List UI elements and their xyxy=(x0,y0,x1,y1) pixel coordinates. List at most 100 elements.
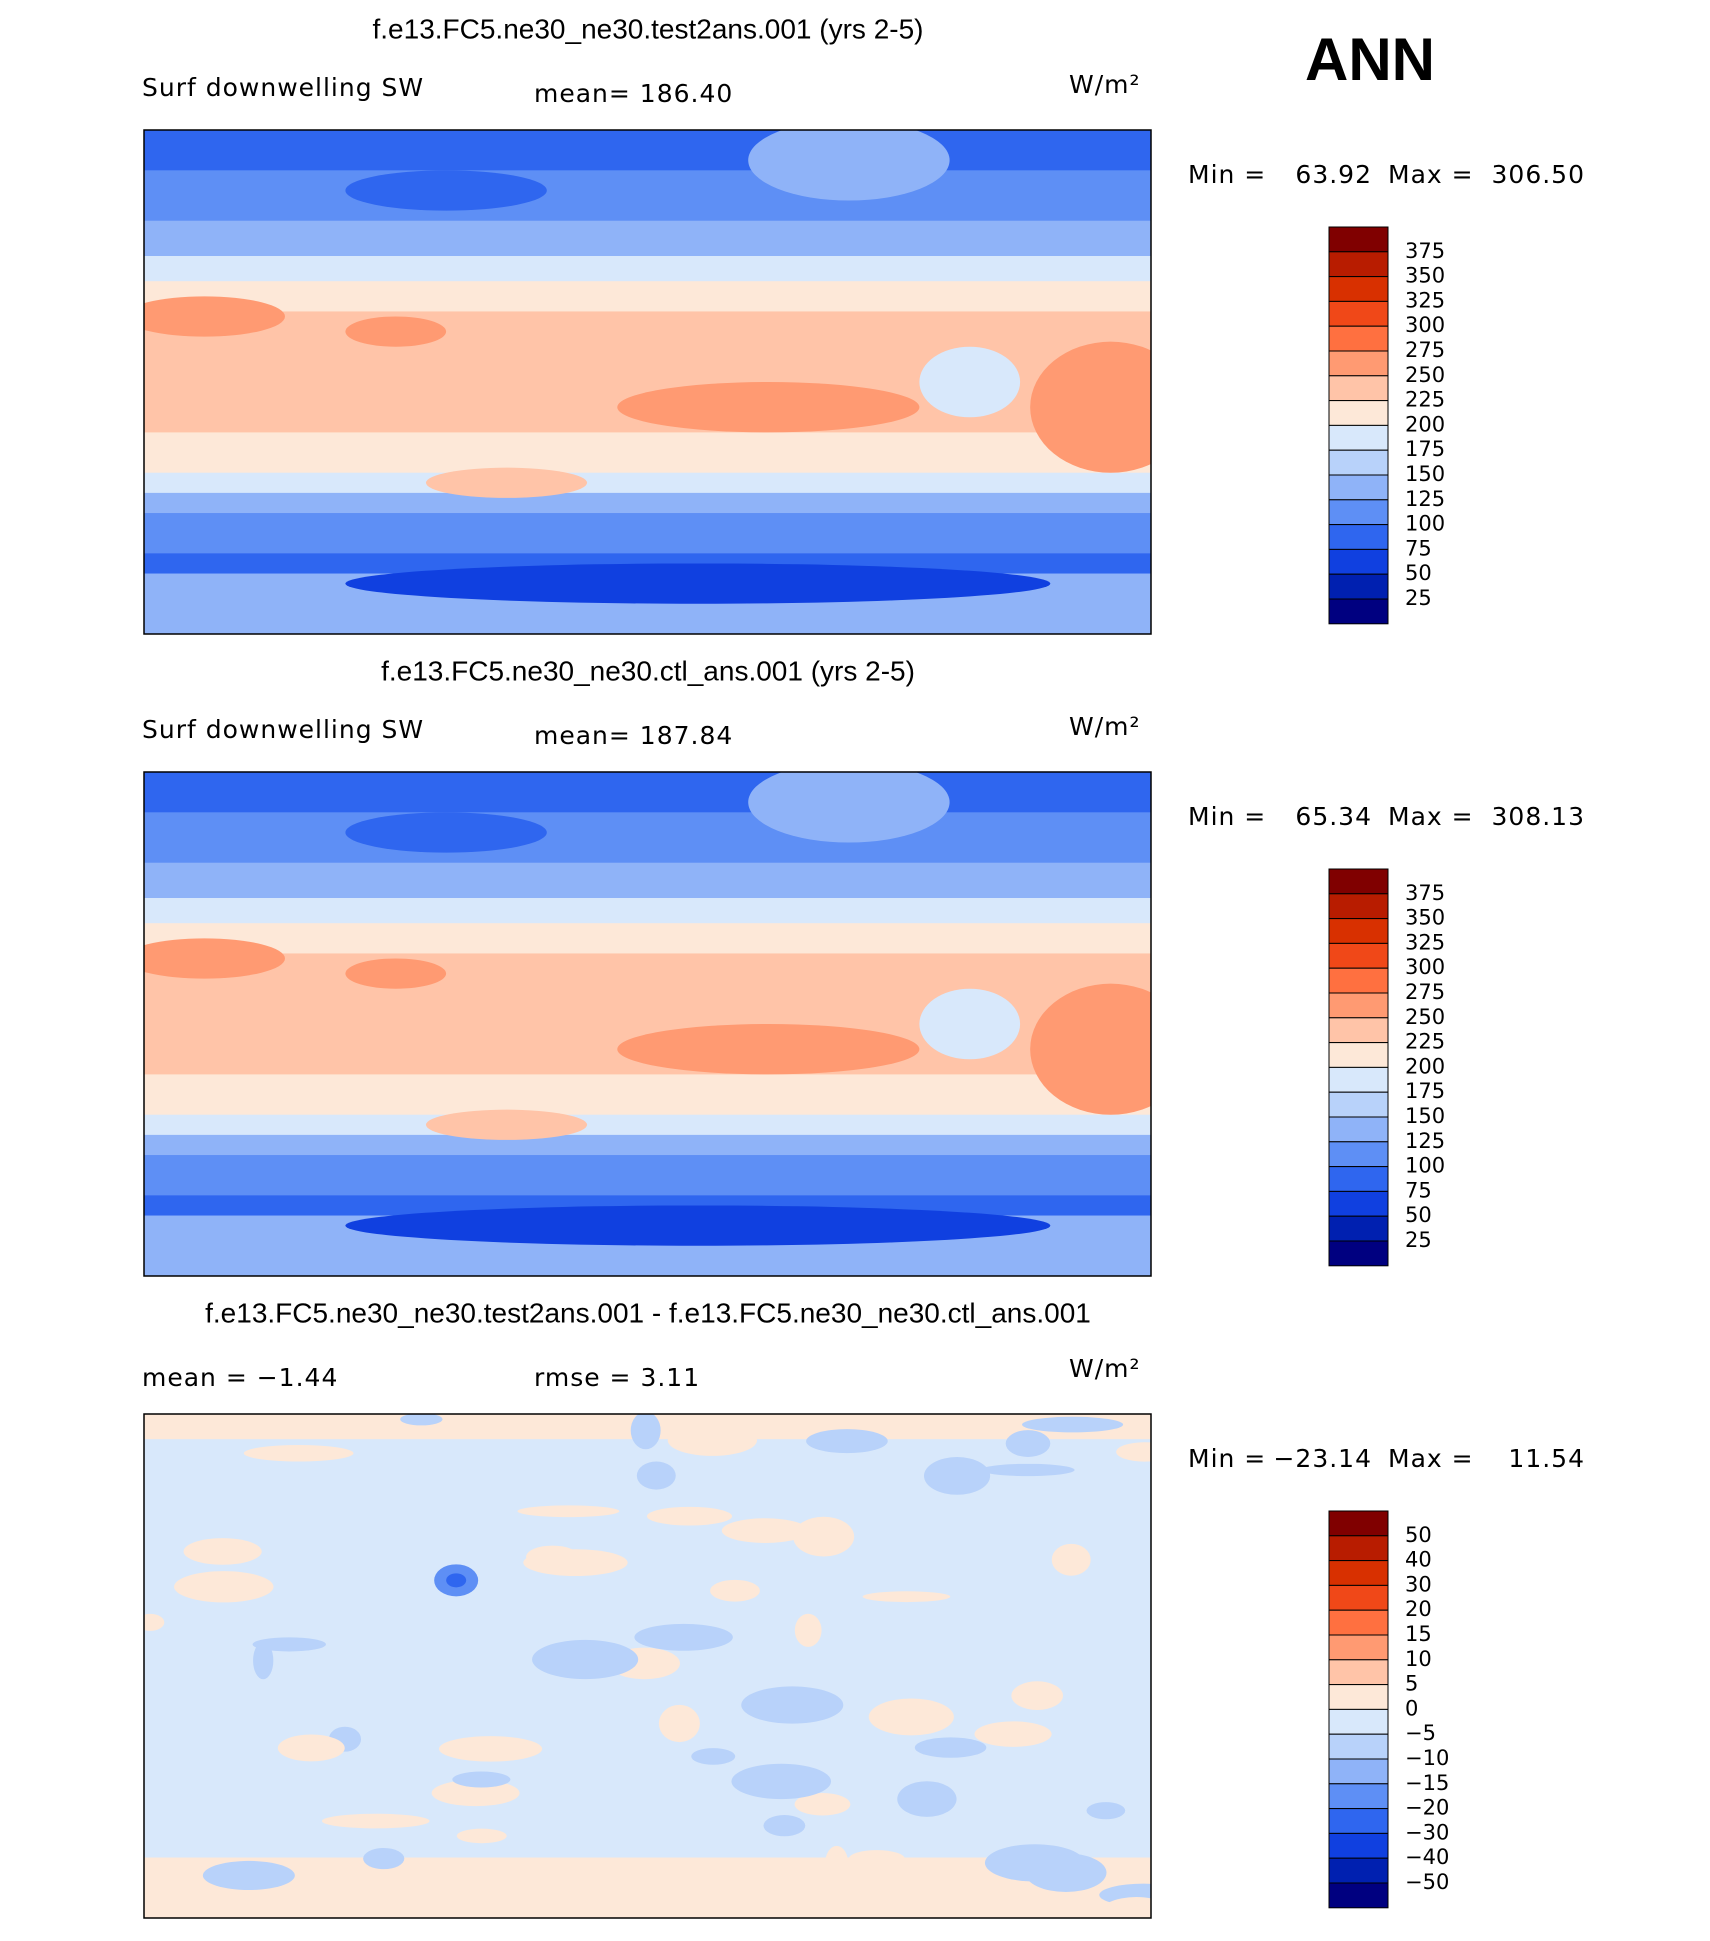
field-blob xyxy=(321,1813,430,1829)
field-blob xyxy=(868,1698,954,1736)
field-blob xyxy=(741,1686,844,1724)
colorbar-swatch xyxy=(1328,1708,1389,1735)
colorbar-label: −5 xyxy=(1405,1721,1436,1745)
colorbar-label: −40 xyxy=(1405,1845,1449,1869)
field-blob xyxy=(144,296,285,337)
colorbar-swatch xyxy=(1328,449,1389,476)
panel-left-label: Surf downwelling SW xyxy=(142,73,424,102)
field-band xyxy=(144,812,1151,864)
colorbar-swatch xyxy=(1328,1832,1389,1859)
field-blob xyxy=(144,1613,165,1631)
field-blob xyxy=(763,1815,806,1837)
field-blob xyxy=(794,1793,851,1816)
field-blob xyxy=(438,1736,543,1762)
field-blob xyxy=(1086,1802,1126,1820)
colorbar-swatch xyxy=(1328,893,1389,920)
field-blob xyxy=(809,1871,866,1904)
colorbar-label: 300 xyxy=(1405,955,1445,979)
field-blob xyxy=(919,988,1021,1060)
season-label: ANN xyxy=(1305,26,1435,93)
field-band xyxy=(144,898,1151,925)
field-blob xyxy=(897,1781,957,1817)
panel-left-label: Surf downwelling SW xyxy=(142,715,424,744)
field-blob xyxy=(617,382,920,433)
panel-left-label: mean = −1.44 xyxy=(142,1363,338,1392)
field-band xyxy=(144,256,1151,283)
colorbar-label: 250 xyxy=(1405,1005,1445,1029)
field-blob xyxy=(431,1779,520,1807)
field-blob xyxy=(634,1623,733,1651)
field-blob xyxy=(734,1883,772,1898)
field-blob xyxy=(345,1205,1051,1246)
colorbar-label: 225 xyxy=(1405,388,1445,412)
map-frame xyxy=(143,129,1152,635)
map xyxy=(143,1413,1152,1919)
colorbar-label: 25 xyxy=(1405,586,1432,610)
field-band xyxy=(144,513,1151,555)
min-text: Min = xyxy=(1188,1444,1266,1473)
units-label: W/m² xyxy=(1069,712,1141,741)
field-band xyxy=(144,220,1151,257)
map-field xyxy=(144,1414,1151,1918)
colorbar-swatch xyxy=(1328,1166,1389,1192)
field-blob xyxy=(345,812,547,853)
max-value: 308.13 xyxy=(1492,802,1585,831)
colorbar-label: 100 xyxy=(1405,1154,1445,1178)
colorbar-swatch xyxy=(1328,1535,1389,1562)
colorbar-swatch xyxy=(1328,350,1389,377)
colorbar-label: 200 xyxy=(1405,1054,1445,1078)
max-value: 306.50 xyxy=(1492,160,1585,189)
colorbar-swatch xyxy=(1328,1215,1389,1242)
colorbar-label: −30 xyxy=(1405,1820,1449,1844)
field-blob xyxy=(1116,1442,1151,1462)
colorbar-label: −20 xyxy=(1405,1796,1449,1820)
field-band xyxy=(144,472,1151,494)
panel-center-label: mean= 186.40 xyxy=(534,79,733,108)
field-blob xyxy=(456,1828,507,1844)
field-blob xyxy=(825,1845,849,1883)
units-label: W/m² xyxy=(1069,70,1141,99)
colorbar-label: 75 xyxy=(1405,1178,1432,1202)
field-blob xyxy=(1097,1896,1151,1918)
field-blob xyxy=(400,1414,443,1426)
panel-title: f.e13.FC5.ne30_ne30.test2ans.001 - f.e13… xyxy=(205,1297,1091,1328)
field-blob xyxy=(923,1457,991,1495)
field-band xyxy=(144,170,1151,222)
colorbar-label: 175 xyxy=(1405,1079,1445,1103)
colorbar-label: 300 xyxy=(1405,313,1445,337)
field-blob xyxy=(667,1424,757,1456)
colorbar-swatch xyxy=(1328,918,1389,944)
field-blob xyxy=(748,130,950,201)
colorbar-swatch xyxy=(1328,325,1389,352)
field-blob xyxy=(630,1414,661,1450)
field-blob xyxy=(806,1429,888,1454)
field-blob xyxy=(914,1737,987,1758)
colorbar-label: 15 xyxy=(1405,1622,1432,1646)
colorbar-label: 125 xyxy=(1405,1129,1445,1153)
colorbar-swatch xyxy=(1328,1190,1389,1217)
colorbar-swatch xyxy=(1328,1659,1389,1686)
min-value: 63.92 xyxy=(1295,160,1372,189)
field-blob xyxy=(710,1579,760,1602)
max-text: Max = xyxy=(1388,1444,1474,1473)
colorbar-label: 325 xyxy=(1405,930,1445,954)
field-blob xyxy=(646,1506,733,1526)
field-blob xyxy=(1005,1430,1051,1457)
colorbar-swatch xyxy=(1328,424,1389,451)
field-blob xyxy=(889,1882,953,1899)
field-blob xyxy=(517,1505,620,1518)
colorbar-label: 375 xyxy=(1405,239,1445,263)
map-frame xyxy=(143,1413,1152,1919)
field-blob xyxy=(452,1771,511,1788)
colorbar-label: 250 xyxy=(1405,363,1445,387)
colorbar-swatch xyxy=(1328,1141,1389,1168)
field-blob xyxy=(345,316,447,347)
panel-center-label: rmse = 3.11 xyxy=(534,1363,700,1392)
colorbar-swatch xyxy=(1328,967,1389,994)
max-text: Max = xyxy=(1388,802,1474,831)
field-blob xyxy=(174,1571,274,1603)
field-blob xyxy=(425,1109,588,1140)
field-band xyxy=(144,1155,1151,1197)
colorbar-swatch xyxy=(1328,1042,1389,1068)
